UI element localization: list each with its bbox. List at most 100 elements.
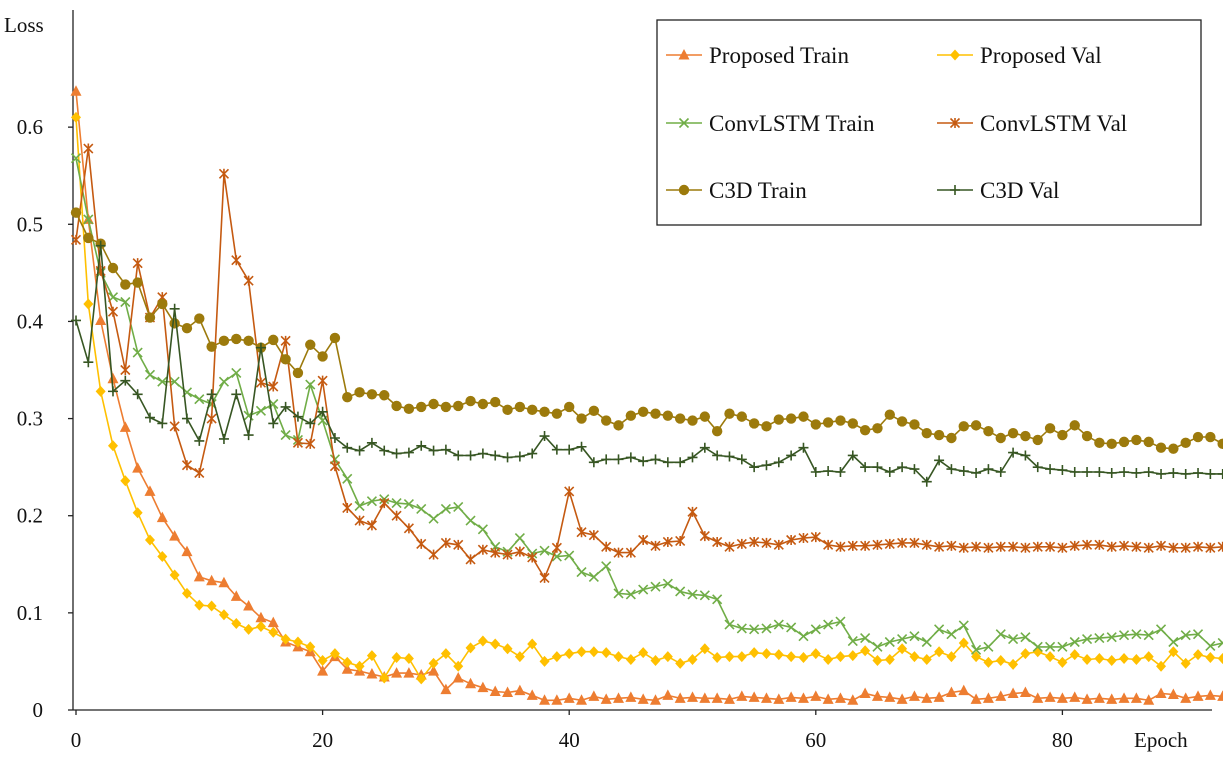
- data-point-c3d-val: [675, 457, 686, 468]
- data-point-proposed-val: [329, 648, 340, 660]
- data-point-c3d-val: [440, 444, 451, 455]
- data-point-convlstm-train: [872, 641, 883, 652]
- data-point-convlstm-val: [329, 461, 340, 472]
- data-point-c3d-val: [144, 412, 155, 423]
- data-point-c3d-val: [243, 430, 254, 441]
- data-point-convlstm-val: [699, 531, 710, 542]
- data-point-convlstm-train: [305, 379, 316, 390]
- data-point-c3d-val: [724, 451, 735, 462]
- data-point-convlstm-val: [847, 540, 858, 551]
- data-point-convlstm-train: [749, 624, 760, 635]
- data-point-convlstm-val: [379, 498, 390, 509]
- data-point-convlstm-val: [255, 377, 267, 388]
- data-point-convlstm-val: [502, 549, 513, 560]
- data-point-proposed-train: [428, 665, 440, 676]
- data-point-proposed-val: [724, 651, 735, 663]
- data-point-convlstm-val: [921, 539, 932, 550]
- data-point-convlstm-train: [1131, 629, 1142, 640]
- data-point-proposed-train: [834, 692, 846, 703]
- data-point-c3d-train: [477, 398, 489, 410]
- data-point-convlstm-val: [749, 536, 760, 548]
- data-point-convlstm-train: [897, 634, 908, 645]
- data-point-proposed-train: [70, 85, 82, 96]
- data-point-convlstm-val: [169, 421, 180, 432]
- data-point-convlstm-val: [453, 539, 464, 550]
- data-point-c3d-train: [231, 333, 242, 345]
- data-point-c3d-train: [946, 432, 957, 444]
- data-point-c3d-train: [736, 411, 748, 422]
- data-point-proposed-val: [810, 648, 821, 660]
- data-point-c3d-val: [1008, 447, 1019, 458]
- x-tick-label: 40: [559, 728, 580, 752]
- data-point-c3d-train: [539, 406, 550, 417]
- data-point-c3d-val: [317, 406, 328, 417]
- data-point-proposed-train: [921, 692, 933, 703]
- data-point-proposed-val: [983, 656, 994, 668]
- legend-swatch-marker: [949, 117, 961, 129]
- data-point-convlstm-train: [169, 376, 180, 387]
- data-point-convlstm-train: [958, 620, 969, 631]
- data-point-proposed-val: [625, 653, 636, 665]
- data-point-c3d-train: [465, 395, 476, 407]
- data-point-proposed-val: [181, 587, 192, 599]
- data-point-c3d-val: [206, 389, 217, 400]
- data-point-c3d-train: [453, 400, 464, 412]
- data-point-c3d-val: [872, 462, 883, 473]
- data-point-convlstm-train: [588, 571, 599, 582]
- x-tick-label: 0: [71, 728, 82, 752]
- data-point-convlstm-val: [662, 536, 673, 548]
- data-point-convlstm-val: [354, 515, 365, 526]
- data-point-c3d-val: [1094, 467, 1105, 477]
- data-point-c3d-val: [564, 444, 575, 455]
- data-point-c3d-val: [662, 457, 673, 468]
- data-point-proposed-train: [588, 690, 600, 701]
- data-point-proposed-train: [526, 689, 538, 700]
- data-point-proposed-val: [638, 647, 649, 659]
- data-point-proposed-train: [267, 616, 279, 628]
- data-point-c3d-val: [502, 452, 513, 463]
- data-point-proposed-val: [342, 656, 353, 668]
- data-point-proposed-val: [132, 507, 143, 519]
- series-c3d-val: [71, 240, 1223, 487]
- data-point-c3d-val: [613, 454, 624, 465]
- data-point-proposed-val: [539, 655, 550, 667]
- data-point-proposed-val: [786, 651, 797, 663]
- data-point-convlstm-train: [83, 214, 94, 225]
- data-point-c3d-train: [909, 419, 920, 430]
- data-point-proposed-val: [255, 620, 266, 632]
- data-point-proposed-train: [132, 462, 144, 473]
- data-point-convlstm-val: [1032, 541, 1043, 552]
- y-axis-title: Loss: [4, 13, 44, 37]
- data-point-c3d-train: [822, 417, 834, 428]
- data-point-convlstm-val: [1180, 542, 1191, 553]
- series-proposed-train: [70, 85, 1223, 705]
- data-point-convlstm-val: [280, 335, 291, 346]
- data-point-c3d-train: [514, 401, 526, 413]
- data-point-convlstm-val: [416, 538, 427, 549]
- data-point-convlstm-val: [403, 523, 414, 534]
- data-point-c3d-val: [1131, 467, 1142, 478]
- data-point-convlstm-val: [1045, 541, 1056, 552]
- data-point-c3d-val: [958, 466, 969, 477]
- data-point-convlstm-train: [1008, 634, 1019, 645]
- data-point-convlstm-val: [1106, 541, 1117, 552]
- series-proposed-val: [71, 111, 1223, 685]
- data-point-c3d-train: [490, 396, 501, 408]
- data-point-c3d-val: [1032, 462, 1043, 473]
- data-point-proposed-val: [1217, 653, 1223, 665]
- data-point-c3d-val: [120, 375, 131, 386]
- data-point-convlstm-val: [70, 234, 82, 245]
- data-point-c3d-val: [107, 386, 118, 397]
- data-point-convlstm-val: [1143, 542, 1154, 553]
- data-point-proposed-train: [674, 692, 686, 703]
- data-point-convlstm-val: [107, 306, 119, 317]
- data-point-convlstm-val: [366, 520, 377, 531]
- data-point-proposed-train: [193, 570, 205, 582]
- data-point-convlstm-val: [712, 536, 723, 548]
- data-point-proposed-train: [736, 690, 748, 701]
- data-point-proposed-val: [1205, 652, 1216, 664]
- data-point-proposed-train: [970, 693, 982, 704]
- data-point-convlstm-train: [909, 631, 920, 642]
- data-point-c3d-val: [527, 448, 538, 459]
- data-point-proposed-train: [1081, 693, 1093, 704]
